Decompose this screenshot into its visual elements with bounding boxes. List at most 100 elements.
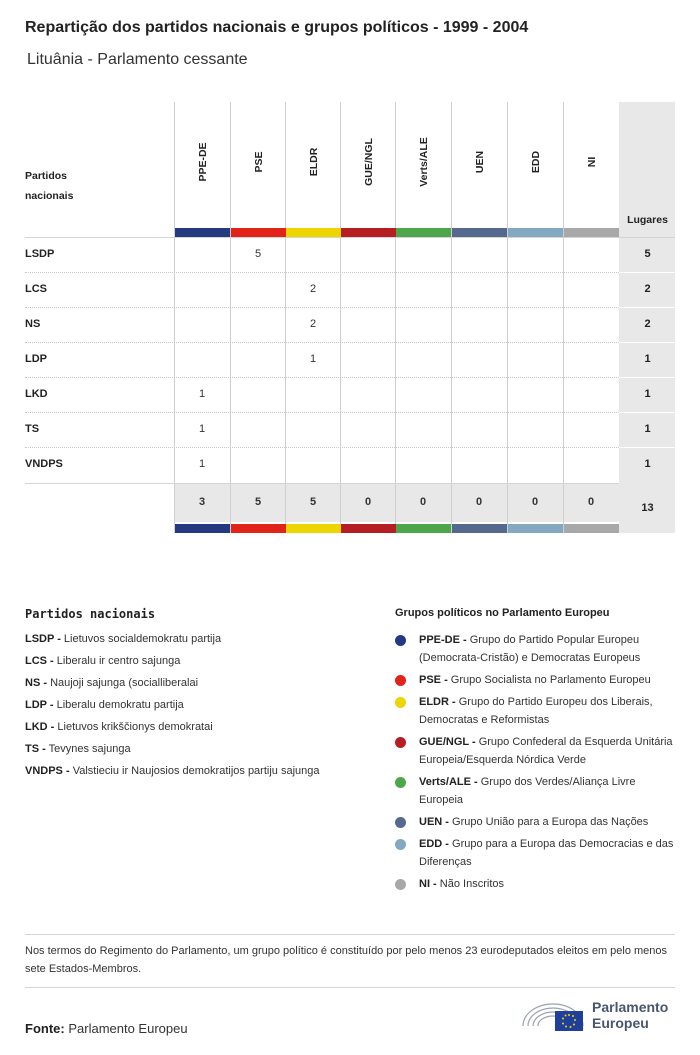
footnote: Nos termos do Regimento do Parlamento, u… [25, 945, 668, 975]
group-color-dot-icon [395, 635, 406, 646]
national-party-legend-item: LDP - Liberalu demokratu partija [25, 699, 184, 711]
group-total: 3 [198, 496, 206, 508]
row-seat-total: 1 [644, 458, 651, 470]
group-header: PSE [231, 102, 287, 222]
divider [25, 987, 675, 988]
legend-name: Não Inscritos [439, 878, 504, 890]
legend-code: PSE - [419, 674, 448, 686]
legend-code: LDP - [25, 699, 54, 711]
legend-code: LCS - [25, 655, 54, 667]
group-color-bar [452, 524, 507, 533]
group-color-dot-icon [395, 879, 406, 890]
legend-code: ELDR - [419, 696, 456, 708]
column-divider [285, 102, 286, 533]
group-total: 0 [419, 496, 427, 508]
legend-text: GUE/NGL - Grupo Confederal da Esquerda U… [419, 733, 681, 769]
legend-code: PPE-DE - [419, 634, 467, 646]
row-separator [25, 377, 619, 378]
group-header: ELDR [286, 102, 342, 222]
national-party-legend-item: LSDP - Lietuvos socialdemokratu partija [25, 633, 221, 645]
logo-wordmark: Parlamento Europeu [592, 999, 668, 1031]
group-header: GUE/NGL [341, 102, 397, 222]
column-divider [340, 102, 341, 533]
legend-name: Naujoji sajunga (socialliberalai [50, 677, 199, 689]
group-total: 0 [531, 496, 539, 508]
group-header-label: PPE-DE [197, 142, 209, 182]
group-header-label: Verts/ALE [418, 137, 430, 187]
legend-text: PPE-DE - Grupo do Partido Popular Europe… [419, 631, 681, 667]
seat-cell: 5 [254, 248, 262, 260]
row-separator [619, 342, 675, 343]
national-party-legend-item: NS - Naujoji sajunga (socialliberalai [25, 677, 198, 689]
group-color-bar [175, 228, 230, 237]
row-separator [619, 412, 675, 413]
party-code: LKD [25, 388, 48, 400]
column-divider [395, 102, 396, 533]
legend-code: TS - [25, 743, 46, 755]
row-seat-total: 5 [644, 248, 651, 260]
national-party-legend-item: TS - Tevynes sajunga [25, 743, 131, 755]
legend-text: UEN - Grupo União para a Europa das Naçõ… [419, 813, 681, 831]
column-divider [451, 102, 452, 533]
row-separator [25, 447, 619, 448]
column-divider [563, 102, 564, 533]
column-divider [174, 102, 175, 533]
source-value: Parlamento Europeu [68, 1021, 188, 1036]
seat-cell: 1 [309, 353, 317, 365]
group-header-label: PSE [253, 151, 265, 173]
group-header-label: GUE/NGL [363, 138, 375, 186]
legend-code: NI - [419, 878, 437, 890]
legend-code: VNDPS - [25, 765, 70, 777]
divider [25, 934, 675, 935]
group-color-bar [341, 228, 396, 237]
row-separator [25, 342, 619, 343]
row-separator [619, 272, 675, 273]
group-color-bar [396, 524, 451, 533]
rows-bottom-line [25, 483, 619, 484]
group-total: 5 [254, 496, 262, 508]
legend-name: Valstieciu ir Naujosios demokratijos par… [72, 765, 320, 777]
party-code: VNDPS [25, 458, 63, 470]
party-code: LCS [25, 283, 47, 295]
national-party-legend-item: LCS - Liberalu ir centro sajunga [25, 655, 180, 667]
national-party-legend-item: LKD - Lietuvos krikščionys demokratai [25, 721, 213, 733]
source-label: Fonte: [25, 1021, 65, 1036]
legend-code: GUE/NGL - [419, 736, 476, 748]
legend-code: UEN - [419, 816, 449, 828]
grand-total: 13 [641, 502, 654, 514]
group-total: 0 [475, 496, 483, 508]
legend-code: EDD - [419, 838, 449, 850]
totals-row-background [175, 484, 619, 522]
group-color-dot-icon [395, 777, 406, 788]
group-header-label: ELDR [308, 147, 320, 177]
row-seat-total: 1 [644, 353, 651, 365]
national-party-legend-item: VNDPS - Valstieciu ir Naujosios demokrat… [25, 765, 320, 777]
legend-name: Grupo do Partido Europeu dos Liberais, D… [419, 696, 653, 726]
legend-text: EDD - Grupo para a Europa das Democracia… [419, 835, 681, 871]
legend-code: LKD - [25, 721, 55, 733]
row-separator [619, 307, 675, 308]
logo-line-2: Europeu [592, 1015, 649, 1031]
seats-column-background [619, 102, 675, 533]
row-separator [25, 307, 619, 308]
seat-cell: 1 [198, 458, 206, 470]
group-header-label: NI [586, 156, 598, 168]
group-color-dot-icon [395, 697, 406, 708]
legend-code: NS - [25, 677, 47, 689]
header-underline [25, 237, 675, 238]
group-color-bar [286, 524, 341, 533]
row-seat-total: 2 [644, 318, 651, 330]
row-header-label: Partidos nacionais [25, 170, 74, 202]
group-color-bar [452, 228, 507, 237]
legend-code: LSDP - [25, 633, 61, 645]
column-divider [507, 102, 508, 533]
group-color-bar [341, 524, 396, 533]
legend-text: ELDR - Grupo do Partido Europeu dos Libe… [419, 693, 681, 729]
group-header-label: EDD [530, 150, 542, 174]
group-header: PPE-DE [175, 102, 231, 222]
group-color-bar [396, 228, 451, 237]
legend-name: Grupo dos Verdes/Aliança Livre Europeia [419, 776, 636, 806]
legend-name: Lietuvos socialdemokratu partija [63, 633, 222, 645]
legend-code: Verts/ALE - [419, 776, 478, 788]
legend-name: Tevynes sajunga [48, 743, 131, 755]
